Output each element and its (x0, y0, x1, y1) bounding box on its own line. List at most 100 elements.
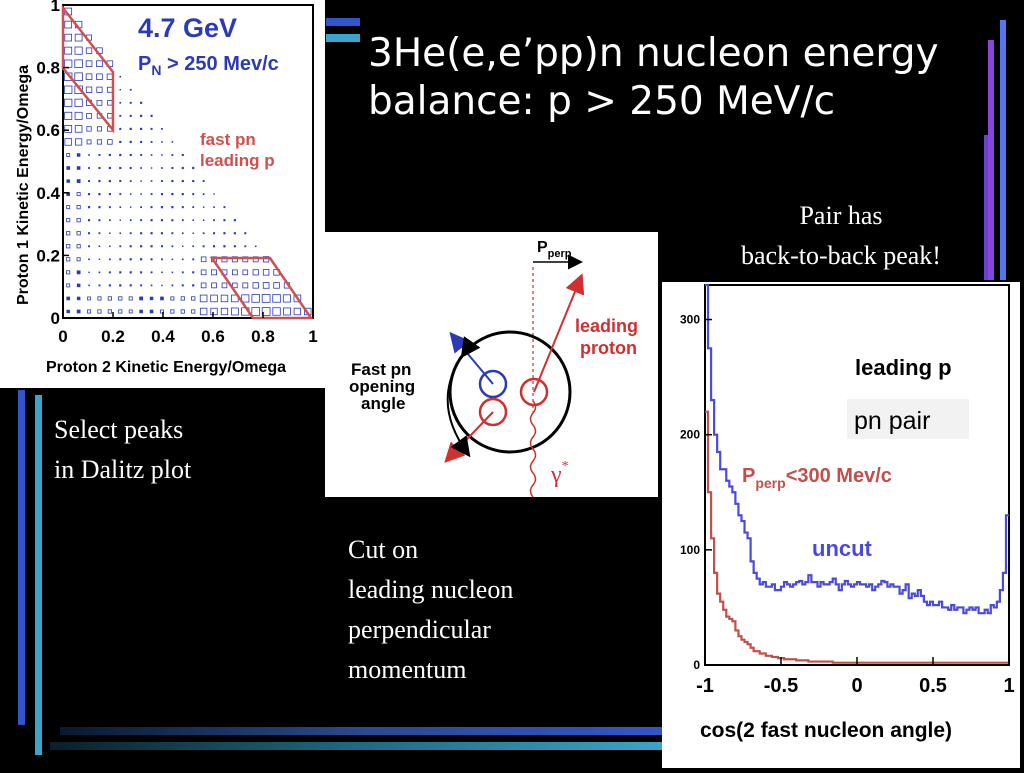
dalitz-bin (171, 284, 174, 287)
dalitz-bin (140, 284, 143, 287)
histogram-x-ticks: -1 -0.5 0 0.5 1 (696, 657, 1015, 697)
dalitz-bin (241, 294, 250, 303)
dalitz-y-tick-label: 0.6 (36, 121, 60, 140)
dalitz-x-label: Proton 2 Kinetic Energy/Omega (46, 359, 286, 376)
deco-bar-bottom-1 (60, 727, 665, 735)
dalitz-bin (106, 86, 113, 93)
deco-bar-top-2 (326, 34, 360, 42)
dalitz-bin (160, 193, 164, 196)
photon-wavy-line (529, 400, 537, 498)
histogram-x-tick-label: 0 (851, 675, 862, 697)
dalitz-bin (150, 271, 153, 274)
dalitz-frame (62, 4, 314, 319)
opening-angle-arc (446, 336, 481, 458)
dalitz-cut-label: PN > 250 Mev/c (138, 53, 279, 78)
dalitz-x-tick-label: 0.4 (151, 327, 175, 346)
dalitz-bin (171, 206, 174, 209)
nucleus-circle (448, 330, 572, 454)
dalitz-bin (272, 294, 281, 303)
histogram: -1 -0.5 0 0.5 1 0 100 200 300 leading p pn pair… (680, 283, 1015, 742)
dalitz-bin (66, 231, 71, 236)
dalitz-bin (150, 180, 153, 182)
dalitz-bin (231, 256, 238, 263)
dalitz-bin (150, 206, 153, 209)
dalitz-bin (98, 232, 101, 235)
dalitz-bin (212, 245, 216, 248)
dalitz-bin (150, 219, 153, 222)
dalitz-bin (64, 85, 73, 94)
dalitz-bin (220, 294, 229, 303)
dalitz-bin (202, 193, 205, 195)
dalitz-bin (108, 166, 111, 170)
dalitz-bin (161, 154, 163, 156)
dalitz-bin (86, 139, 92, 145)
dalitz-bin (109, 232, 111, 234)
dalitz-bin (150, 284, 153, 287)
dalitz-bin (261, 307, 271, 316)
dalitz-bin (74, 111, 83, 120)
dalitz-bin (150, 141, 153, 143)
dalitz-bin (223, 219, 226, 222)
dalitz-bin (192, 232, 194, 234)
dalitz-bin (88, 284, 90, 287)
dalitz-bin (221, 282, 228, 289)
caption-center: Cut on leading nucleon perpendicular mom… (348, 530, 513, 690)
dalitz-bin (88, 167, 90, 169)
dalitz-bin (96, 99, 103, 106)
dalitz-bin (74, 46, 83, 55)
dalitz-bin (64, 20, 73, 29)
dalitz-bin (233, 219, 236, 222)
dalitz-bin (202, 232, 205, 235)
dalitz-bin (88, 245, 90, 248)
dalitz-bin (119, 193, 122, 196)
dalitz-bin (76, 296, 81, 301)
dalitz-bin (242, 282, 249, 289)
dalitz-bin (66, 257, 71, 262)
dalitz-bin (66, 166, 71, 170)
dalitz-bin (272, 307, 281, 316)
dalitz-bin (161, 271, 163, 274)
dalitz-bin (282, 294, 291, 303)
dalitz-bin (140, 271, 143, 274)
dalitz-bin (213, 206, 215, 208)
dalitz-bin (160, 206, 164, 209)
dalitz-bin (223, 206, 226, 209)
dalitz-bin (192, 258, 195, 261)
dalitz-bin (118, 296, 123, 301)
dalitz-bin (160, 180, 163, 183)
dalitz-bin (261, 294, 271, 303)
deco-bar-right-2 (1000, 20, 1006, 280)
dalitz-bin (64, 125, 73, 133)
dalitz-bin (244, 232, 247, 235)
dalitz-bin (74, 33, 83, 42)
dalitz-bin (192, 245, 195, 248)
dalitz-bin (96, 73, 103, 80)
dalitz-bin (108, 206, 111, 209)
dalitz-bin (88, 232, 91, 235)
dalitz-bin (251, 307, 260, 316)
cut-series-label: Pperp<300 Mev/c (742, 465, 892, 491)
dalitz-bin (213, 232, 216, 235)
dalitz-bin (199, 307, 208, 316)
dalitz-bin (98, 166, 101, 170)
dalitz-bin (223, 245, 226, 248)
dalitz-bin (96, 60, 103, 68)
dalitz-plot-panel: 0 0.2 0.4 0.6 0.8 1 0 0.2 0.4 0.6 0.8 1 4.7 GeV PN… (0, 0, 325, 388)
dalitz-bin (140, 232, 143, 235)
dalitz-bin (191, 309, 196, 314)
dalitz-bin (76, 283, 81, 288)
dalitz-bin (87, 206, 91, 209)
dalitz-x-ticks: 0 0.2 0.4 0.6 0.8 1 (58, 312, 318, 346)
dalitz-bin (129, 206, 132, 208)
dalitz-bin (140, 140, 143, 143)
dalitz-bin (108, 271, 111, 274)
dalitz-bin (171, 219, 174, 222)
caption-right-line2: back-to-back peak! (741, 241, 941, 270)
dalitz-bin (160, 219, 164, 222)
dalitz-bin (118, 309, 123, 314)
dalitz-bin (74, 125, 83, 133)
dalitz-bin (139, 296, 144, 301)
dalitz-bin (75, 138, 83, 146)
leading-proton-arrow (533, 273, 585, 393)
dalitz-bin (180, 296, 185, 301)
